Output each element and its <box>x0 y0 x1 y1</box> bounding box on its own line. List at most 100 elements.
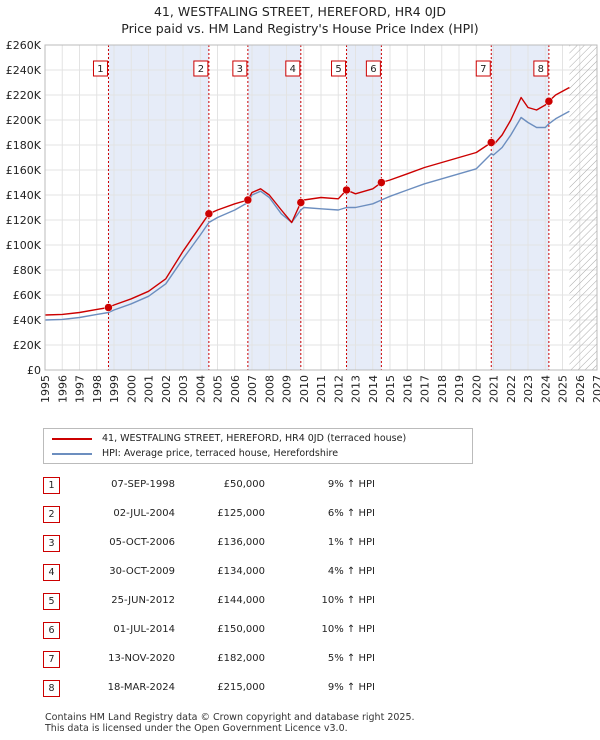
y-tick-label: £200K <box>6 114 42 127</box>
x-tick-label: 1996 <box>56 375 69 403</box>
sale-point <box>342 185 351 195</box>
sale-point <box>377 178 386 187</box>
sale-hpi-diff: 1% ↑ HPI <box>327 537 375 548</box>
sale-point <box>243 195 253 205</box>
sale-price: £50,000 <box>223 479 265 490</box>
ownership-period-band <box>247 45 301 370</box>
sale-date: 01-JUL-2014 <box>113 624 175 635</box>
sale-price: £134,000 <box>217 566 265 577</box>
x-tick-label: 1995 <box>39 375 52 403</box>
footer-copyright: Contains HM Land Registry data © Crown c… <box>45 712 415 723</box>
y-tick-label: £120K <box>6 214 42 227</box>
hpi-line <box>44 110 570 321</box>
sale-number-box <box>232 60 248 77</box>
forecast-hatched-region <box>569 45 597 370</box>
sale-price: £215,000 <box>217 682 265 693</box>
sale-date: 07-SEP-1998 <box>111 479 175 490</box>
sale-price: £136,000 <box>217 537 265 548</box>
legend-swatch-property <box>52 437 92 440</box>
x-tick-label: 2008 <box>263 375 276 403</box>
sale-number-label: 1 <box>97 64 103 75</box>
x-tick-label: 2010 <box>298 375 311 403</box>
y-tick-label: £40K <box>13 314 42 327</box>
sale-hpi-diff: 10% ↑ HPI <box>321 624 375 635</box>
x-tick-label: 2001 <box>143 375 156 403</box>
y-tick-label: £220K <box>6 89 42 102</box>
y-tick-label: £80K <box>13 264 42 277</box>
x-tick-label: 2022 <box>505 375 518 403</box>
x-tick-label: 2019 <box>453 375 466 403</box>
sale-hpi-diff: 6% ↑ HPI <box>327 508 375 519</box>
price-chart: 1 2 3 4 5 6 7 8 £0 £20K £40K £60K £80K £100K £120K £14… <box>6 39 600 403</box>
y-tick-label: £160K <box>6 164 42 177</box>
x-tick-label: 2024 <box>539 375 552 403</box>
sale-number-box <box>331 60 347 77</box>
sale-date: 05-OCT-2006 <box>109 537 175 548</box>
y-tick-label: £260K <box>6 39 42 52</box>
x-tick-label: 2015 <box>384 375 397 403</box>
y-tick-label: £0 <box>27 364 41 377</box>
sale-point <box>296 198 306 207</box>
sale-row: 7 13-NOV-2020 £182,000 5% ↑ HPI <box>0 651 600 680</box>
sale-row: 1 07-SEP-1998 £50,000 9% ↑ HPI <box>0 477 600 506</box>
y-tick-label: £240K <box>6 64 42 77</box>
y-tick-label: £20K <box>13 339 42 352</box>
legend-swatch-hpi <box>52 452 92 455</box>
x-tick-label: 2016 <box>401 375 414 403</box>
sale-number-label: 5 <box>335 64 341 75</box>
sale-number-badge: 4 <box>43 564 60 581</box>
legend-item-hpi: HPI: Average price, terraced house, Here… <box>52 447 338 461</box>
legend-label-property: 41, WESTFALING STREET, HEREFORD, HR4 0JD… <box>102 433 407 444</box>
y-tick-label: £60K <box>13 289 42 302</box>
legend-label-hpi: HPI: Average price, terraced house, Here… <box>102 448 339 459</box>
y-tick-label: £140K <box>6 189 42 202</box>
x-tick-label: 2012 <box>332 375 345 403</box>
sale-number-box <box>193 60 209 77</box>
sale-price: £144,000 <box>217 595 265 606</box>
sale-hpi-diff: 5% ↑ HPI <box>327 653 375 664</box>
sale-point <box>487 138 496 147</box>
sale-price: £182,000 <box>217 653 265 664</box>
sale-hpi-diff: 10% ↑ HPI <box>321 595 375 606</box>
x-tick-label: 2000 <box>125 375 138 403</box>
x-tick-label: 2026 <box>574 375 587 403</box>
sale-number-label: 4 <box>290 64 296 75</box>
x-tick-label: 2004 <box>194 375 207 403</box>
x-tick-label: 2003 <box>177 375 190 403</box>
ownership-period-band <box>108 45 209 370</box>
sale-number-label: 6 <box>370 64 376 75</box>
property-price-line <box>44 86 570 316</box>
footer: Contains HM Land Registry data © Crown c… <box>45 712 415 734</box>
sale-number-label: 7 <box>480 64 486 75</box>
y-tick-label: £100K <box>6 239 42 252</box>
x-tick-label: 2018 <box>436 375 449 403</box>
x-tick-label: 2021 <box>488 375 501 403</box>
plot-frame <box>44 44 598 371</box>
sale-row: 3 05-OCT-2006 £136,000 1% ↑ HPI <box>0 535 600 564</box>
sale-number-badge: 8 <box>43 680 60 697</box>
x-tick-label: 2007 <box>246 375 259 403</box>
chart-title-line-2: Price paid vs. HM Land Registry's House … <box>121 21 479 36</box>
x-tick-label: 1997 <box>74 375 87 403</box>
sale-row: 6 01-JUL-2014 £150,000 10% ↑ HPI <box>0 622 600 651</box>
x-tick-label: 2013 <box>350 375 363 403</box>
sale-number-box <box>533 60 549 77</box>
sale-row: 2 02-JUL-2004 £125,000 6% ↑ HPI <box>0 506 600 535</box>
sale-hpi-diff: 9% ↑ HPI <box>327 682 375 693</box>
x-tick-label: 2009 <box>281 375 294 403</box>
x-tick-label: 1998 <box>91 375 104 403</box>
x-tick-label: 2006 <box>229 375 242 403</box>
footer-licence: This data is licensed under the Open Gov… <box>45 723 348 734</box>
sale-number-box <box>92 60 108 77</box>
sale-row: 5 25-JUN-2012 £144,000 10% ↑ HPI <box>0 593 600 622</box>
sale-number-label: 2 <box>198 64 204 75</box>
x-tick-label: 2020 <box>470 375 483 403</box>
sale-price: £150,000 <box>217 624 265 635</box>
sale-number-box <box>285 60 301 77</box>
sale-date: 02-JUL-2004 <box>113 508 175 519</box>
sale-date: 18-MAR-2024 <box>107 682 175 693</box>
sale-point <box>204 209 214 218</box>
sale-number-box <box>475 60 491 77</box>
chart-title-line-1: 41, WESTFALING STREET, HEREFORD, HR4 0JD <box>153 4 446 19</box>
x-tick-label: 2027 <box>591 375 600 403</box>
